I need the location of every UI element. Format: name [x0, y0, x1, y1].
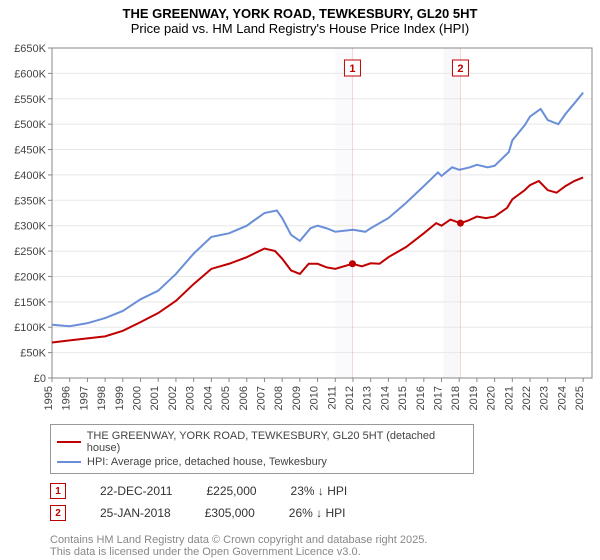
svg-text:£100K: £100K — [14, 322, 46, 334]
svg-text:1998: 1998 — [96, 386, 108, 410]
svg-text:2004: 2004 — [202, 386, 214, 410]
svg-text:£150K: £150K — [14, 297, 46, 309]
title-block: THE GREENWAY, YORK ROAD, TEWKESBURY, GL2… — [0, 0, 600, 38]
legend-swatch — [57, 441, 81, 443]
svg-text:2: 2 — [457, 63, 463, 75]
sale-price: £305,000 — [205, 506, 255, 520]
svg-text:2019: 2019 — [468, 386, 480, 410]
legend: THE GREENWAY, YORK ROAD, TEWKESBURY, GL2… — [50, 424, 474, 474]
svg-text:2011: 2011 — [326, 386, 338, 410]
svg-text:£300K: £300K — [14, 221, 46, 233]
svg-text:1999: 1999 — [114, 386, 126, 410]
sales-row: 1 22-DEC-2011 £225,000 23% ↓ HPI — [50, 480, 600, 502]
sale-marker: 2 — [50, 505, 66, 521]
svg-text:2022: 2022 — [521, 386, 533, 410]
chart-container: THE GREENWAY, YORK ROAD, TEWKESBURY, GL2… — [0, 0, 600, 558]
svg-text:£650K: £650K — [14, 43, 46, 55]
legend-swatch — [57, 461, 81, 463]
sales-row: 2 25-JAN-2018 £305,000 26% ↓ HPI — [50, 502, 600, 524]
svg-text:2013: 2013 — [362, 386, 374, 410]
svg-text:2017: 2017 — [433, 386, 445, 410]
svg-text:2006: 2006 — [238, 386, 250, 410]
legend-label: THE GREENWAY, YORK ROAD, TEWKESBURY, GL2… — [87, 430, 467, 454]
svg-text:2020: 2020 — [486, 386, 498, 410]
svg-text:2023: 2023 — [539, 386, 551, 410]
svg-text:1995: 1995 — [43, 386, 55, 410]
svg-text:2002: 2002 — [167, 386, 179, 410]
svg-text:£200K: £200K — [14, 271, 46, 283]
title-sub: Price paid vs. HM Land Registry's House … — [0, 21, 600, 36]
footer-line: Contains HM Land Registry data © Crown c… — [50, 534, 600, 546]
footer-line: This data is licensed under the Open Gov… — [50, 546, 600, 558]
sale-price: £225,000 — [206, 484, 256, 498]
svg-text:2010: 2010 — [309, 386, 321, 410]
svg-text:2001: 2001 — [149, 386, 161, 410]
legend-label: HPI: Average price, detached house, Tewk… — [87, 456, 327, 468]
svg-text:£450K: £450K — [14, 145, 46, 157]
legend-item: HPI: Average price, detached house, Tewk… — [57, 455, 467, 469]
sales-table: 1 22-DEC-2011 £225,000 23% ↓ HPI 2 25-JA… — [50, 480, 600, 524]
svg-text:2000: 2000 — [132, 386, 144, 410]
svg-text:2005: 2005 — [220, 386, 232, 410]
svg-text:2021: 2021 — [503, 386, 515, 410]
svg-text:2018: 2018 — [450, 386, 462, 410]
svg-text:£50K: £50K — [20, 348, 46, 360]
svg-text:£500K: £500K — [14, 119, 46, 131]
chart-svg: £0 £50K £100K £150K £200K £250K £300K £350K £400… — [0, 38, 600, 418]
svg-text:2016: 2016 — [415, 386, 427, 410]
title-main: THE GREENWAY, YORK ROAD, TEWKESBURY, GL2… — [0, 6, 600, 21]
svg-text:2009: 2009 — [291, 386, 303, 410]
svg-text:2014: 2014 — [379, 386, 391, 410]
svg-text:£550K: £550K — [14, 94, 46, 106]
svg-text:2003: 2003 — [185, 386, 197, 410]
svg-text:2008: 2008 — [273, 386, 285, 410]
svg-text:1996: 1996 — [61, 386, 73, 410]
svg-text:£250K: £250K — [14, 246, 46, 258]
legend-item: THE GREENWAY, YORK ROAD, TEWKESBURY, GL2… — [57, 429, 467, 455]
svg-text:2007: 2007 — [255, 386, 267, 410]
svg-text:2024: 2024 — [556, 386, 568, 410]
sale-delta: 23% ↓ HPI — [291, 484, 348, 498]
sale-date: 22-DEC-2011 — [100, 484, 172, 498]
svg-text:£600K: £600K — [14, 68, 46, 80]
svg-text:2012: 2012 — [344, 386, 356, 410]
svg-text:£0: £0 — [34, 373, 46, 385]
svg-text:2025: 2025 — [574, 386, 586, 410]
svg-text:£400K: £400K — [14, 170, 46, 182]
chart-area: £0 £50K £100K £150K £200K £250K £300K £350K £400… — [0, 38, 600, 418]
footer: Contains HM Land Registry data © Crown c… — [50, 534, 600, 558]
sale-date: 25-JAN-2018 — [100, 506, 171, 520]
svg-text:£350K: £350K — [14, 195, 46, 207]
svg-text:1997: 1997 — [78, 386, 90, 410]
svg-text:1: 1 — [349, 63, 355, 75]
svg-text:2015: 2015 — [397, 386, 409, 410]
sale-delta: 26% ↓ HPI — [289, 506, 346, 520]
sale-marker: 1 — [50, 483, 66, 499]
